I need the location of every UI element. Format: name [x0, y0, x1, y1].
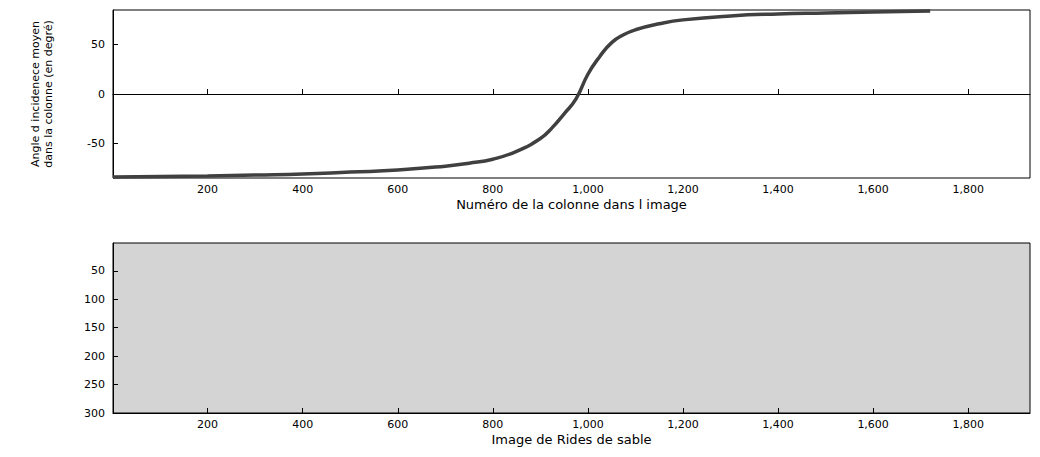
svg-text:250: 250: [84, 378, 105, 391]
svg-text:200: 200: [197, 418, 218, 431]
svg-text:400: 400: [292, 183, 313, 196]
svg-text:1,200: 1,200: [667, 418, 699, 431]
svg-text:dans la colonne (en degré): dans la colonne (en degré): [42, 20, 55, 168]
svg-text:1,400: 1,400: [762, 418, 794, 431]
svg-text:800: 800: [482, 418, 503, 431]
svg-text:200: 200: [84, 350, 105, 363]
svg-text:800: 800: [482, 183, 503, 196]
svg-text:200: 200: [197, 183, 218, 196]
svg-text:1,600: 1,600: [857, 418, 889, 431]
svg-text:300: 300: [84, 407, 105, 420]
svg-text:1,400: 1,400: [762, 183, 794, 196]
svg-text:1,800: 1,800: [952, 418, 984, 431]
svg-text:50: 50: [91, 38, 105, 51]
svg-text:0: 0: [98, 88, 105, 101]
svg-text:1,800: 1,800: [952, 183, 984, 196]
svg-text:Image de Rides de sable: Image de Rides de sable: [491, 432, 651, 447]
svg-text:600: 600: [387, 183, 408, 196]
svg-text:Angle d incidenece moyen: Angle d incidenece moyen: [29, 21, 42, 167]
svg-text:100: 100: [84, 293, 105, 306]
svg-text:1,600: 1,600: [857, 183, 889, 196]
svg-text:400: 400: [292, 418, 313, 431]
svg-text:-50: -50: [87, 137, 105, 150]
svg-text:1,000: 1,000: [572, 183, 604, 196]
svg-text:50: 50: [91, 264, 105, 277]
svg-text:600: 600: [387, 418, 408, 431]
svg-text:Numéro de la colonne dans l im: Numéro de la colonne dans l image: [456, 197, 687, 212]
svg-text:1,200: 1,200: [667, 183, 699, 196]
svg-text:150: 150: [84, 321, 105, 334]
svg-text:1,000: 1,000: [572, 418, 604, 431]
